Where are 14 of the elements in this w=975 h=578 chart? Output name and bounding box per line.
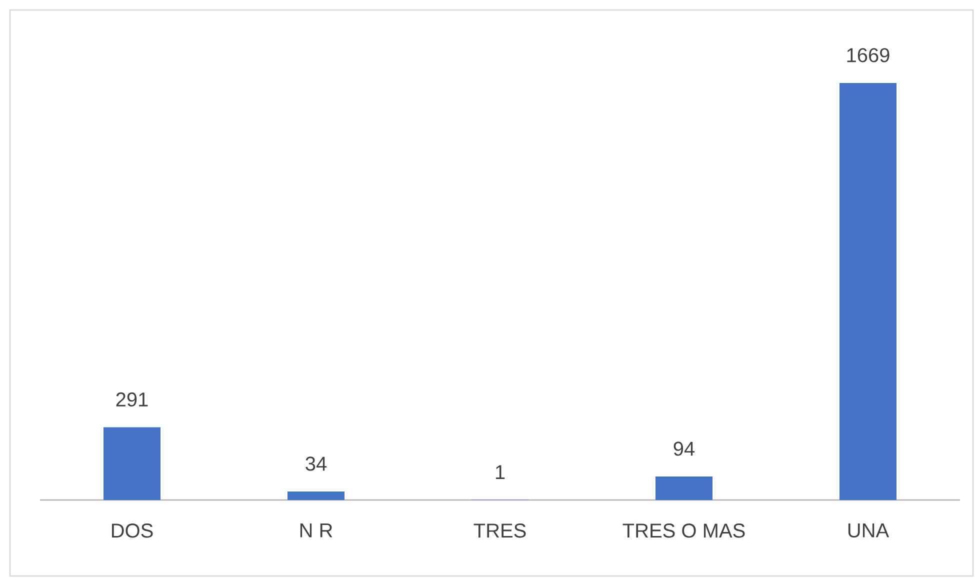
x-tick-label: DOS <box>112 524 153 538</box>
x-tick-label: TRES <box>474 524 526 538</box>
data-label: 291 <box>116 392 148 407</box>
x-tick-label: UNA <box>848 524 890 538</box>
bar <box>655 476 712 500</box>
bar <box>288 491 345 500</box>
data-label: 1 <box>496 465 505 480</box>
bar <box>839 82 896 500</box>
x-tick-label: TRES O MAS <box>622 524 745 538</box>
bar <box>104 427 161 500</box>
x-tick-label: N R <box>300 524 332 538</box>
data-label: 1669 <box>847 48 890 62</box>
data-label: 94 <box>674 442 695 456</box>
data-label: 34 <box>306 456 327 471</box>
